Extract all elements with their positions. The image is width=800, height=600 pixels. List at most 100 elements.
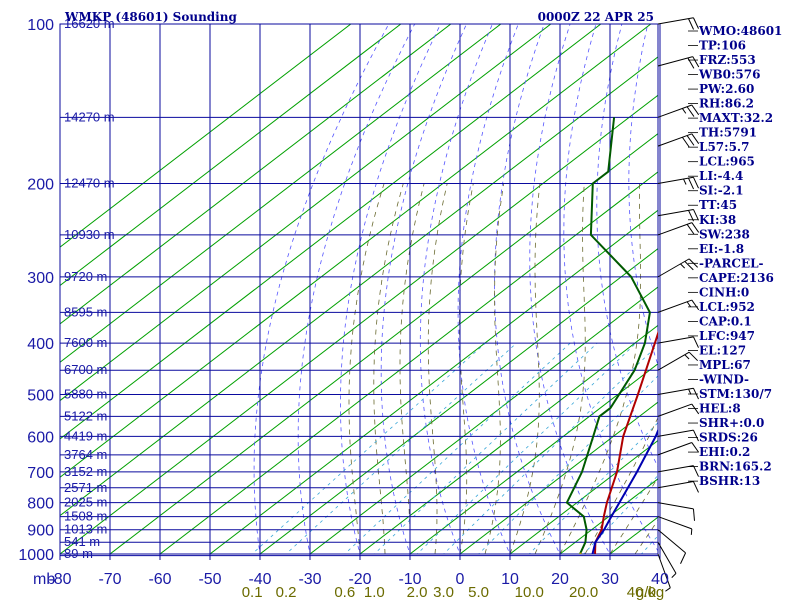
height-label: 2025 m <box>64 495 107 510</box>
pressure-tick-label: 200 <box>27 177 54 194</box>
pressure-tick-label: 800 <box>27 496 54 513</box>
index-entry: SRDS:26 <box>699 431 758 445</box>
wind-barb-staff <box>657 17 694 25</box>
wind-barb-feather <box>665 587 671 592</box>
mixing-ratio-line <box>285 342 517 554</box>
pressure-temperature-grid <box>59 23 661 560</box>
dewpoint-profile-line <box>565 117 651 554</box>
index-entry: STM:130/7 <box>699 387 772 401</box>
isotherm-line <box>109 132 658 554</box>
wind-barb-feather <box>686 135 695 146</box>
index-entry: TH:5791 <box>699 126 757 140</box>
temperature-tick-label: 20 <box>551 571 569 588</box>
wind-barb-staff <box>657 553 671 588</box>
wind-barb-staff <box>657 442 692 456</box>
mixing-ratio-label: 40.0 <box>627 584 656 600</box>
index-entry: MPL:67 <box>699 358 751 372</box>
isotherm-line <box>209 209 658 554</box>
wind-barb <box>657 553 671 592</box>
temperature-tick-label: -20 <box>348 571 371 588</box>
isotherm-line <box>60 24 552 402</box>
wind-barb <box>657 17 699 30</box>
wind-barb-staff <box>657 336 694 344</box>
height-label: 9720 m <box>64 269 107 284</box>
chart-datetime: 0000Z 22 APR 25 <box>538 10 654 24</box>
index-entry: LI:-4.4 <box>699 169 743 183</box>
moist-adiabat-line <box>373 183 404 554</box>
mixing-ratio-label: 2.0 <box>407 584 428 600</box>
isotherm-line <box>309 286 658 554</box>
wind-barb-staff <box>657 56 693 67</box>
temperature-tick-label: -80 <box>48 571 71 588</box>
wind-barb-feather <box>691 442 700 453</box>
wind-barb-feather <box>671 573 677 578</box>
mixing-ratio-label: 0.6 <box>334 584 355 600</box>
isotherm-line <box>359 324 658 554</box>
index-entry: SI:-2.1 <box>699 184 744 198</box>
index-entry: SW:238 <box>699 227 750 241</box>
index-entry: -WIND- <box>699 372 749 386</box>
temperature-tick-label: 10 <box>501 571 519 588</box>
isotherm-line <box>60 24 652 478</box>
wind-barb-staff <box>657 258 690 278</box>
wind-barb-feather <box>691 133 700 144</box>
index-entry: KI:38 <box>699 213 736 227</box>
wind-barb-staff <box>657 104 692 118</box>
pressure-tick-label: 500 <box>27 387 54 404</box>
dry-adiabat-line <box>419 24 493 554</box>
moist-adiabat-line <box>559 183 641 554</box>
mixing-ratio-line <box>373 342 598 554</box>
height-label: 12470 m <box>64 176 115 191</box>
index-entry: FRZ:553 <box>699 53 756 67</box>
index-entry: TP:106 <box>699 39 746 53</box>
pressure-tick-label: 1000 <box>18 547 54 564</box>
wind-barb-staff <box>657 403 692 417</box>
wind-barb <box>657 465 699 477</box>
wind-barb-feather <box>691 403 700 415</box>
wind-barb-feather <box>687 57 695 69</box>
index-entry: BRN:165.2 <box>699 460 772 474</box>
height-label: 89 m <box>64 546 93 561</box>
wind-barb-feather <box>692 17 699 29</box>
wind-barb-staff <box>657 481 694 489</box>
temperature-tick-label: 30 <box>601 571 619 588</box>
wind-barb-feather <box>680 263 686 269</box>
wind-barb-feather <box>691 222 700 233</box>
wind-barb-feather <box>688 18 695 30</box>
mixing-ratio-label: 5.0 <box>468 584 489 600</box>
moist-adiabat-line <box>348 183 385 554</box>
wind-barb-staff <box>657 429 694 437</box>
pressure-tick-label: 700 <box>27 465 54 482</box>
wind-barb-feather <box>692 429 699 442</box>
isotherm-line <box>60 56 658 517</box>
height-label: 7600 m <box>64 335 107 350</box>
wind-barb <box>657 222 700 236</box>
index-entry: EI:-1.8 <box>699 242 744 256</box>
index-entry: BSHR:13 <box>699 474 760 488</box>
wind-barb-staff <box>657 351 690 371</box>
index-entry: CAPE:2136 <box>699 271 774 285</box>
height-label: 3764 m <box>64 447 107 462</box>
pressure-tick-label: 400 <box>27 336 54 353</box>
height-label: 14270 m <box>64 109 115 124</box>
wind-barb-staff <box>657 176 694 185</box>
wind-barb <box>657 541 677 578</box>
chart-title: WMKP (48601) Sounding <box>64 10 237 24</box>
height-label: 2571 m <box>64 480 107 495</box>
wind-barb <box>657 56 700 69</box>
height-label: 1508 m <box>64 509 107 524</box>
temperature-tick-label: -30 <box>298 571 321 588</box>
wind-barb <box>657 529 687 564</box>
wind-barb-staff <box>657 208 694 217</box>
pressure-tick-label: 900 <box>27 523 54 540</box>
temperature-tick-label: 0 <box>456 571 465 588</box>
wind-barb <box>657 258 699 278</box>
isotherm-line <box>409 363 658 554</box>
height-label: 8595 m <box>64 304 107 319</box>
wind-barb <box>657 133 700 148</box>
wind-barb <box>657 403 700 417</box>
isotherm-line <box>60 24 452 325</box>
index-entry: WMO:48601 <box>698 24 782 38</box>
dry-adiabat-line <box>380 24 467 554</box>
sounding-profiles <box>565 117 658 554</box>
